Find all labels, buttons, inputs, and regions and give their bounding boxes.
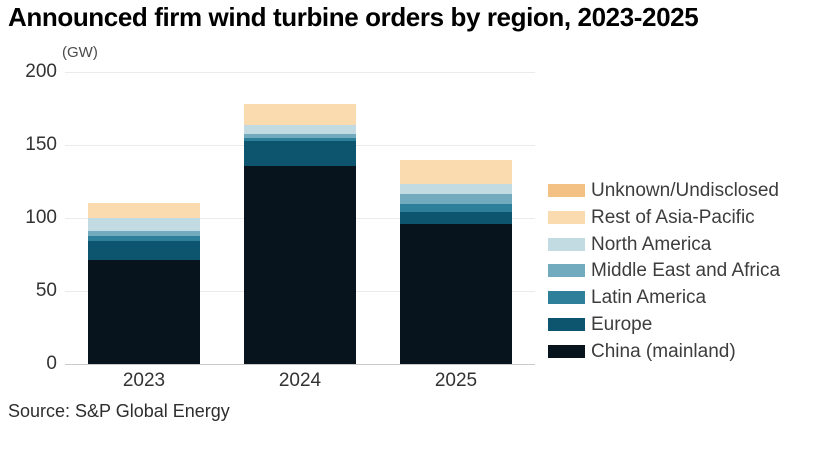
x-axis-label: 2023: [122, 370, 166, 391]
bar-segment: [400, 159, 512, 184]
bar-segment: [400, 183, 512, 194]
legend-label: China (mainland): [591, 340, 736, 362]
legend-swatch-icon: [548, 210, 585, 224]
legend-label: North America: [591, 233, 712, 255]
bar-segment: [244, 138, 356, 142]
source-note: Source: S&P Global Energy: [8, 401, 230, 421]
legend-swatch-icon: [548, 344, 585, 358]
bar-segment: [244, 124, 356, 135]
y-tick-label: 100: [25, 207, 57, 228]
legend-swatch-icon: [548, 184, 585, 197]
legend-swatch-icon: [548, 237, 585, 251]
bar-segment: [244, 141, 356, 167]
legend-label: Rest of Asia-Pacific: [591, 206, 755, 228]
bar-segment: [400, 212, 512, 224]
x-axis-label: 2025: [434, 370, 478, 391]
bar-segment: [88, 231, 200, 237]
legend-label: Europe: [591, 314, 653, 335]
gridline-200: [65, 72, 535, 73]
gridline-0: [65, 364, 535, 365]
x-axis-label: 2024: [278, 370, 322, 391]
y-tick-label: 0: [46, 353, 57, 374]
bar-segment: [88, 236, 200, 242]
bar-segment: [88, 241, 200, 261]
chart-title: Announced firm wind turbine orders by re…: [8, 2, 699, 32]
legend-swatch-icon: [548, 318, 585, 331]
legend-label: Latin America: [591, 287, 707, 309]
bar-segment: [88, 202, 200, 218]
y-tick-label: 200: [25, 61, 57, 82]
legend-swatch-icon: [548, 291, 585, 305]
bar-segment: [244, 104, 356, 125]
bar-segment: [400, 223, 512, 364]
legend-label: Middle East and Africa: [591, 260, 781, 282]
bar-segment: [244, 134, 356, 139]
bar-segment: [400, 193, 512, 205]
bar-segment: [244, 166, 356, 364]
legend-label: Unknown/Undisclosed: [591, 180, 779, 201]
y-axis-unit-label: (GW): [62, 44, 98, 61]
bar-segment: [88, 260, 200, 364]
legend-swatch-icon: [548, 264, 585, 278]
y-tick-label: 50: [35, 280, 57, 301]
bar-segment: [88, 218, 200, 232]
bar-segment: [400, 204, 512, 213]
y-tick-label: 150: [25, 134, 57, 155]
